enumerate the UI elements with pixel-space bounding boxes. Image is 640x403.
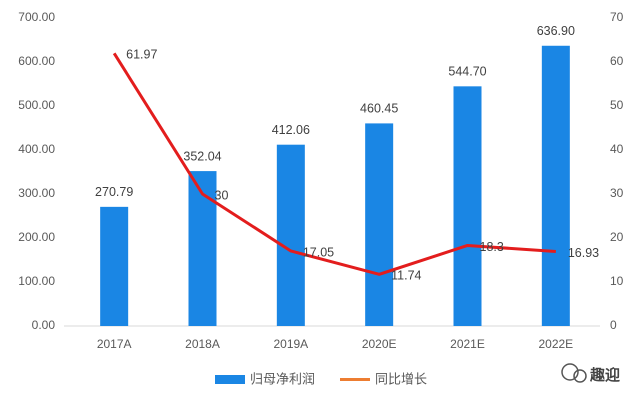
y-tick-label: 500.00	[18, 98, 55, 112]
line	[112, 52, 556, 276]
y-tick-label: 300.00	[18, 186, 55, 200]
y-tick-label: 0.00	[32, 318, 56, 332]
x-tick-label: 2018A	[185, 337, 220, 351]
y2-tick-label: 10	[610, 274, 624, 288]
bar-label: 460.45	[360, 102, 398, 116]
bar-label: 544.70	[448, 65, 486, 79]
y-tick-label: 700.00	[18, 10, 55, 24]
watermark: 趣迎	[589, 366, 620, 384]
x-tick-label: 2017A	[97, 337, 132, 351]
legend-label: 归母净利润	[250, 371, 315, 386]
x-tick-label: 2019A	[273, 337, 308, 351]
bar-label: 352.04	[183, 149, 221, 163]
x-tick-label: 2021E	[450, 337, 485, 351]
bar	[453, 86, 482, 326]
line-label: 16.93	[568, 246, 599, 260]
line-label: 18.3	[480, 240, 504, 254]
y2-tick-label: 70	[610, 10, 624, 24]
y2-tick-label: 40	[610, 142, 624, 156]
x-tick-label: 2020E	[362, 337, 397, 351]
y2-tick-label: 20	[610, 230, 624, 244]
bar-label: 412.06	[272, 123, 310, 137]
bar-label: 270.79	[95, 185, 133, 199]
y-tick-label: 100.00	[18, 274, 55, 288]
legend-label: 同比增长	[375, 371, 427, 386]
y-tick-label: 600.00	[18, 54, 55, 68]
line-label: 11.74	[391, 269, 421, 283]
line-label: 17.05	[303, 245, 334, 259]
bar	[365, 123, 394, 326]
bar	[100, 206, 129, 326]
line-label: 61.97	[126, 48, 157, 62]
x-tick-label: 2022E	[538, 337, 573, 351]
bar-label: 636.90	[537, 24, 575, 38]
y2-tick-label: 60	[610, 54, 624, 68]
watermark-icon	[561, 363, 587, 383]
y2-tick-label: 50	[610, 98, 624, 112]
y-tick-label: 200.00	[18, 230, 55, 244]
bar	[188, 171, 217, 326]
y-tick-label: 400.00	[18, 142, 55, 156]
legend-swatch	[215, 375, 245, 384]
y2-tick-label: 30	[610, 186, 624, 200]
bar	[541, 45, 570, 326]
bar	[276, 144, 305, 326]
line-label: 30	[215, 188, 229, 202]
y2-tick-label: 0	[610, 318, 617, 332]
